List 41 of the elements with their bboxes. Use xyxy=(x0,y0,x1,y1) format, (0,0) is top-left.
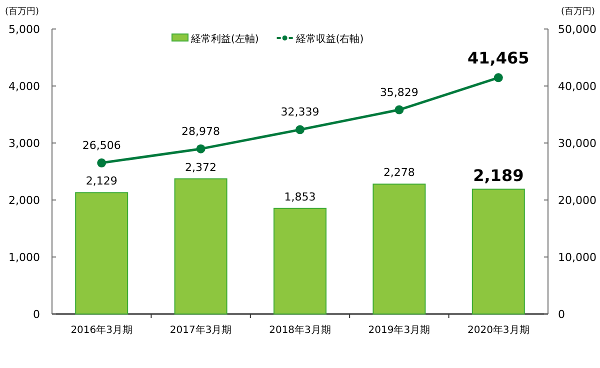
bar xyxy=(75,192,128,314)
x-tick-label: 2016年3月期 xyxy=(70,324,133,336)
y-tick-label: 0 xyxy=(33,308,40,321)
point xyxy=(97,158,106,168)
data-label: 26,506 xyxy=(82,138,121,152)
y2-tick-label: 40,000 xyxy=(558,80,596,93)
data-label: 28,978 xyxy=(182,124,220,138)
y-axis-title: (百万円) xyxy=(4,7,40,17)
data-label: 35,829 xyxy=(380,86,418,99)
data-label: 32,339 xyxy=(280,106,320,119)
data-label: 2,189 xyxy=(473,166,524,186)
y2-tick-label: 50,000 xyxy=(558,23,596,36)
point xyxy=(196,144,206,154)
x-tick-label: 2020年3月期 xyxy=(467,324,530,336)
point xyxy=(394,105,404,114)
data-label: 2,278 xyxy=(383,166,415,180)
y2-tick-label: 10,000 xyxy=(558,251,596,264)
data-label: 2,372 xyxy=(185,160,217,174)
bar xyxy=(372,184,426,314)
point xyxy=(494,73,503,82)
y-tick-label: 2,000 xyxy=(8,194,40,207)
x-tick-label: 2018年3月期 xyxy=(269,324,331,336)
x-tick-label: 2019年3月期 xyxy=(368,324,430,336)
x-tick-label: 2017年3月期 xyxy=(170,324,232,336)
y-tick-label: 1,000 xyxy=(8,251,40,264)
y-tick-label: 4,000 xyxy=(8,80,40,93)
y2-tick-label: 30,000 xyxy=(558,137,596,150)
y2-tick-label: 20,000 xyxy=(558,194,596,207)
y2-tick-label: 0 xyxy=(558,308,565,321)
y-tick-label: 5,000 xyxy=(8,23,40,36)
legend-label: 経常収益(右軸) xyxy=(294,33,364,45)
y-tick-label: 3,000 xyxy=(8,137,40,150)
bar xyxy=(174,178,228,314)
y2-axis-title: (百万円) xyxy=(560,7,596,17)
bar xyxy=(274,208,326,314)
legend-label: 経常利益(左軸) xyxy=(190,33,259,45)
bar xyxy=(472,188,525,314)
data-label: 2,129 xyxy=(86,174,118,188)
data-label: 1,853 xyxy=(284,190,316,204)
point xyxy=(296,125,304,134)
data-label: 41,465 xyxy=(468,48,530,68)
